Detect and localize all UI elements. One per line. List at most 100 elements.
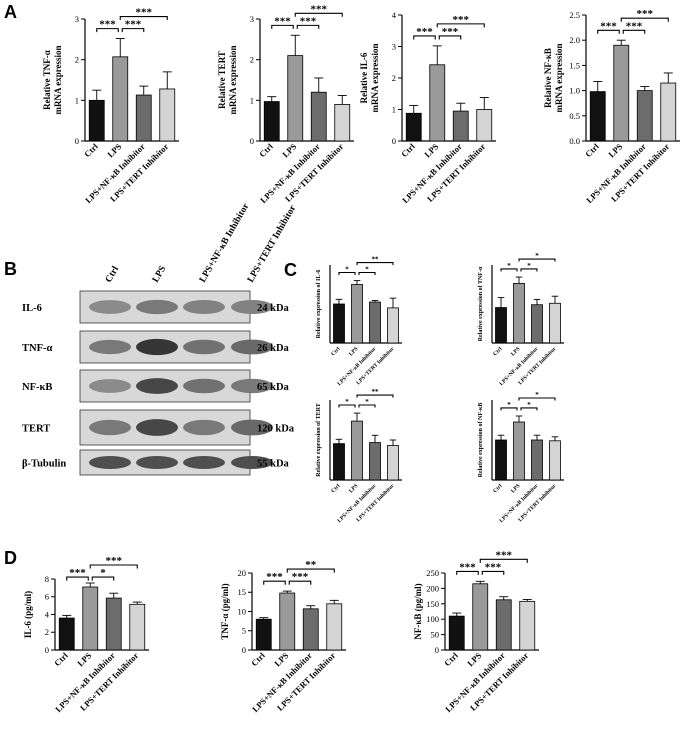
bar-chart-4: 0.0 0.5 1.0 1.5 2.0 2.5 Relative NF-κB mRNA exp… [543,8,680,205]
significance-bracket [338,404,356,408]
significance-bracket [286,568,335,573]
bar-2 [472,583,489,651]
bar-4 [387,307,399,344]
blot-lane-label-3: LPS+NF-κB Inhibitor [198,201,252,284]
bar-4 [519,600,536,651]
significance-bracket [520,407,538,411]
significance-label: ** [372,256,380,264]
significance-bracket [96,28,119,33]
blot-kda-label: 120 kDa [257,424,295,435]
y-axis-label: Relative expression of TERT [316,403,322,476]
bar-3 [302,608,319,651]
blot-kda-label: 65 kDa [257,382,290,393]
significance-bracket [500,268,518,272]
bar-2 [112,56,129,142]
significance-label: *** [106,555,123,567]
bar-3 [495,599,512,651]
y-axis-label: mRNA expression [228,45,238,114]
y-tick-label: 15 [238,587,247,597]
significance-label: *** [459,561,476,573]
bar-2 [513,421,525,481]
bar-1 [495,439,507,481]
y-tick-label: 6 [45,592,49,602]
y-tick-label: 4 [45,609,50,619]
significance-bracket [89,564,138,569]
blot-band [136,419,178,436]
panel-letter-a: A [4,2,17,22]
blot-kda-label: 26 kDa [257,343,290,354]
y-tick-label: 2 [45,627,49,637]
bar-1 [405,112,422,142]
blot-band [89,456,131,469]
category-label-1: Ctrl [399,141,417,159]
bar-4 [387,445,399,481]
y-axis-label: Relative NF-κB [543,48,553,108]
bar-4 [326,603,343,651]
significance-bracket [121,28,145,33]
significance-bracket [288,580,312,585]
y-tick-label: 4 [392,10,397,20]
y-tick-label: 250 [426,568,439,578]
y-tick-label: 10 [238,606,247,616]
category-label-2: LPS [348,483,359,494]
bar-2 [351,284,363,344]
blot-band [89,379,131,393]
y-axis-label: Relative IL-6 [359,52,369,103]
category-label-1: Ctrl [330,483,341,494]
significance-bracket [66,576,89,581]
y-tick-label: 100 [426,614,439,624]
bar-1 [448,615,465,651]
blot-band [89,300,131,314]
significance-label: ** [372,388,380,396]
category-label-1: Ctrl [249,650,267,668]
significance-label: *** [416,26,433,38]
blot-band [231,378,273,394]
y-tick-label: 1.5 [569,60,580,70]
category-label-2: LPS [465,650,483,668]
category-label-1: Ctrl [330,346,341,357]
blot-band [231,456,273,469]
y-tick-label: 8 [45,574,49,584]
significance-label: ** [305,559,317,571]
significance-label: * [527,262,531,270]
significance-bracket [338,271,356,275]
bar-chart-1: 0 1 2 3 Relative TNF-α mRNA expression Ctrl LPS… [42,7,179,205]
significance-bracket [294,12,343,17]
category-label-1: Ctrl [442,650,460,668]
y-axis-label: Relative expression of IL-6 [316,270,322,339]
category-label-2: LPS [272,650,290,668]
bar-1 [333,443,345,481]
significance-label: * [535,391,539,399]
blot-band [136,456,178,469]
significance-label: * [507,262,511,270]
category-label-1: Ctrl [583,141,601,159]
y-tick-label: 0.5 [569,111,580,121]
significance-label: *** [69,567,86,579]
y-axis-label: Relative expression of NF-κB [478,403,484,478]
y-tick-label: 0 [435,645,439,655]
blot-band [89,419,131,436]
y-tick-label: 3 [75,14,79,24]
blot-protein-label: IL-6 [22,303,42,314]
y-axis-label: IL-6 (pg/ml) [23,591,33,638]
significance-bracket [436,23,485,28]
y-tick-label: 2.0 [569,35,580,45]
significance-bracket [481,570,505,575]
blot-kda-label: 55 kDa [257,459,290,470]
significance-label: *** [136,7,153,19]
significance-bracket [438,35,462,40]
significance-bracket [620,17,669,22]
category-label-1: Ctrl [492,483,503,494]
bar-3 [531,304,543,344]
bar-2 [287,55,304,142]
significance-label: * [535,252,539,260]
significance-label: * [100,567,106,579]
significance-bracket [597,29,620,34]
blot-lane-label-2: LPS [151,264,168,284]
y-tick-label: 2 [75,55,79,65]
y-axis-label: mRNA expression [554,43,564,112]
y-axis-label: Relative TNF-α [42,50,52,110]
